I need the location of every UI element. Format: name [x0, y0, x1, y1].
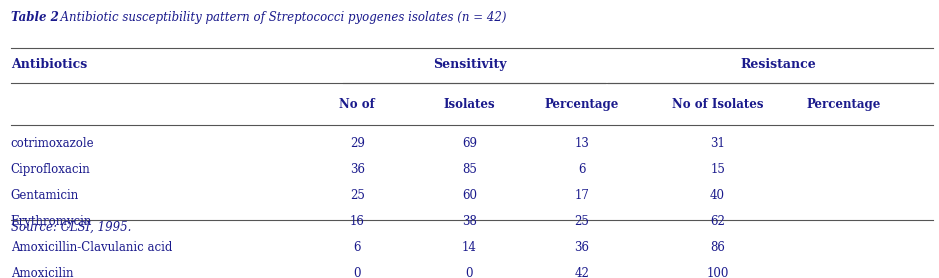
Text: 17: 17 [575, 189, 590, 202]
Text: Resistance: Resistance [741, 58, 816, 71]
Text: Source: CLSI, 1995.: Source: CLSI, 1995. [10, 220, 131, 233]
Text: 25: 25 [575, 215, 590, 228]
Text: 69: 69 [462, 137, 477, 150]
Text: 29: 29 [349, 137, 364, 150]
Text: 100: 100 [706, 267, 729, 278]
Text: 25: 25 [349, 189, 364, 202]
Text: 85: 85 [462, 163, 477, 176]
Text: Amoxicilin: Amoxicilin [10, 267, 73, 278]
Text: 36: 36 [575, 241, 590, 254]
Text: 42: 42 [575, 267, 590, 278]
Text: Isolates: Isolates [444, 98, 495, 111]
Text: No of: No of [339, 98, 375, 111]
Text: Table 2: Table 2 [10, 11, 58, 24]
Text: 38: 38 [462, 215, 477, 228]
Text: 6: 6 [578, 163, 586, 176]
Text: 60: 60 [462, 189, 477, 202]
Text: Erythromycin: Erythromycin [10, 215, 92, 228]
Text: 86: 86 [710, 241, 725, 254]
Text: 6: 6 [353, 241, 361, 254]
Text: 0: 0 [466, 267, 473, 278]
Text: Antibiotics: Antibiotics [10, 58, 87, 71]
Text: 0: 0 [353, 267, 361, 278]
Text: 31: 31 [710, 137, 725, 150]
Text: Amoxicillin-Clavulanic acid: Amoxicillin-Clavulanic acid [10, 241, 172, 254]
Text: Ciprofloxacin: Ciprofloxacin [10, 163, 90, 176]
Text: 36: 36 [349, 163, 364, 176]
Text: Gentamicin: Gentamicin [10, 189, 79, 202]
Text: 14: 14 [462, 241, 477, 254]
Text: Percentage: Percentage [545, 98, 619, 111]
Text: 15: 15 [710, 163, 725, 176]
Text: 13: 13 [575, 137, 590, 150]
Text: 40: 40 [710, 189, 725, 202]
Text: Percentage: Percentage [807, 98, 881, 111]
Text: 62: 62 [710, 215, 725, 228]
Text: 16: 16 [349, 215, 364, 228]
Text: Sensitivity: Sensitivity [433, 58, 506, 71]
Text: No of Isolates: No of Isolates [671, 98, 763, 111]
Text: . Antibiotic susceptibility pattern of Streptococci pyogenes isolates (n = 42): . Antibiotic susceptibility pattern of S… [53, 11, 506, 24]
Text: cotrimoxazole: cotrimoxazole [10, 137, 95, 150]
